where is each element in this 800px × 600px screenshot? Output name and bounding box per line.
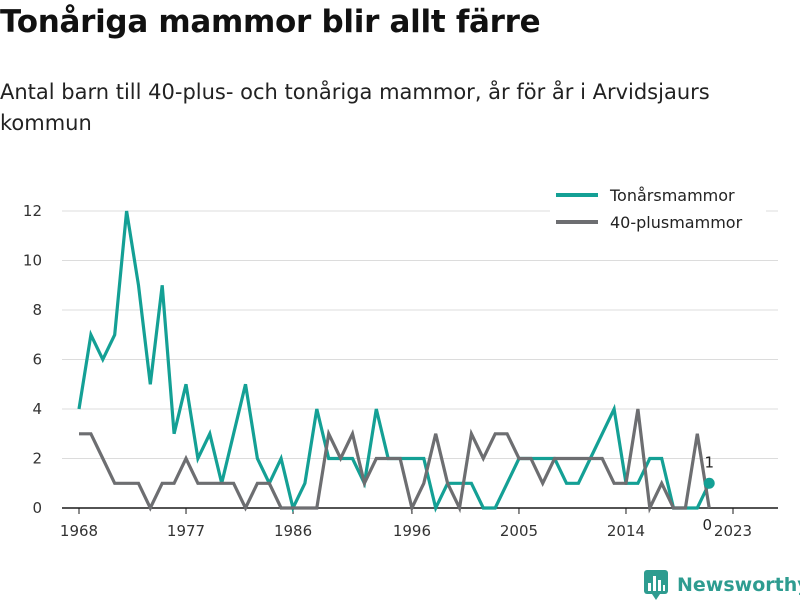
end-value-label-40-plusmammor: 0 [702,516,712,534]
legend-background [550,180,766,240]
y-tick-label: 0 [32,499,42,517]
brand-name: Newsworthy [677,574,800,596]
y-tick-label: 12 [23,202,42,220]
series-lines [77,210,711,514]
legend-label-tonarsmammor[interactable]: Tonårsmammor [609,186,735,205]
y-tick-label: 6 [32,351,42,369]
newsworthy-logo[interactable]: Newsworthy [644,570,800,600]
x-tick-label: 1996 [393,522,431,540]
chart-title: Tonåriga mammor blir allt färre [0,4,541,40]
legend-label-40-plusmammor[interactable]: 40-plusmammor [610,213,743,232]
series-line-40-plusmammor[interactable] [79,408,711,514]
end-labels: 10 [702,453,715,534]
x-tick-label: 2005 [500,522,538,540]
x-tick-label: 1968 [60,522,98,540]
y-tick-label: 8 [32,301,42,319]
x-tick-label: 1977 [167,522,205,540]
x-tick-label: 2023 [714,522,752,540]
end-value-label-tonarsmammor: 1 [704,453,714,471]
x-tick-label: 2014 [607,522,645,540]
chart-subtitle: Antal barn till 40-plus- och tonåriga ma… [0,80,710,135]
y-tick-label: 2 [32,450,42,468]
legend: Tonårsmammor 40-plusmammor [550,180,766,240]
x-tick-label: 1986 [274,522,312,540]
y-tick-label: 4 [32,400,42,418]
end-point-tonarsmammor[interactable] [703,477,715,489]
bar-chart-logo-icon [644,570,668,600]
y-tick-label: 10 [23,252,42,270]
